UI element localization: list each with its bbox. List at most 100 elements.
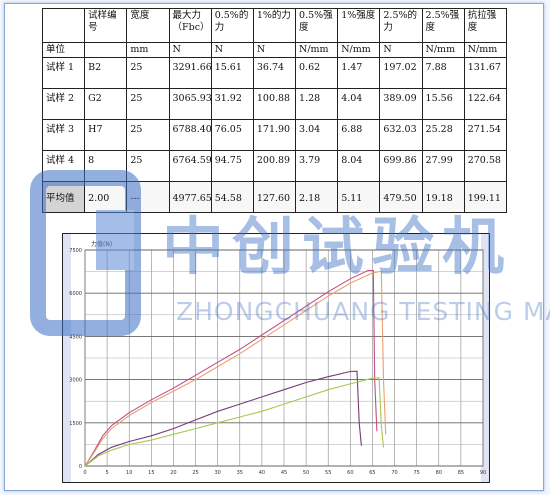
x-tick-label: 20 — [170, 470, 176, 476]
table-cell: 2.18 — [295, 181, 339, 213]
table-cell: 271.54 — [463, 119, 508, 152]
header-cell — [41, 8, 86, 43]
unit-cell: 单位 — [41, 41, 86, 59]
unit-cell: N/mm — [463, 41, 508, 59]
y-tick-label: 7500 — [69, 248, 82, 254]
header-cell: 2.5%强度 — [421, 8, 465, 43]
table-cell: 7.88 — [421, 57, 465, 90]
header-cell: 1%的力 — [252, 8, 297, 43]
table-cell: H7 — [84, 119, 128, 152]
table-cell: 122.64 — [463, 88, 508, 121]
table-cell: 36.74 — [252, 57, 297, 90]
unit-cell: mm — [126, 41, 170, 59]
table-cell: 94.75 — [210, 150, 254, 183]
x-tick-label: 75 — [413, 470, 419, 476]
unit-cell: N — [379, 41, 423, 59]
table-cell: 3065.93 — [168, 88, 212, 121]
y-tick-label: 0 — [79, 464, 82, 470]
unit-cell: N — [210, 41, 254, 59]
x-tick-label: 0 — [83, 470, 86, 476]
table-cell: 8 — [84, 150, 128, 183]
table-cell: 25 — [126, 57, 170, 90]
series-line-3 — [84, 370, 362, 467]
header-cell: 1%强度 — [337, 8, 381, 43]
header-cell: 宽度 — [126, 8, 170, 43]
table-cell: 6.88 — [337, 119, 381, 152]
x-tick-label: 70 — [391, 470, 397, 476]
x-tick-label: 55 — [325, 470, 331, 476]
header-cell: 最大力（Fbc） — [168, 8, 212, 43]
table-cell: 54.58 — [210, 181, 254, 213]
y-tick-label: 1500 — [69, 421, 82, 427]
y-tick-label: 3000 — [69, 378, 82, 384]
table-cell: 76.05 — [210, 119, 254, 152]
table-cell: 200.89 — [252, 150, 297, 183]
table-header-row: 试样编号 宽度 最大力（Fbc） 0.5%的力 1%的力 0.5%强度 1%强度… — [41, 8, 508, 43]
y-unit-label: 力值(N) — [91, 240, 112, 248]
table-average-row: 平均值 2.00 --- 4977.65 54.58 127.60 2.18 5… — [41, 181, 508, 213]
header-cell: 0.5%的力 — [210, 8, 254, 43]
table-row: 试样 1 B2 25 3291.66 15.61 36.74 0.62 1.47… — [41, 57, 508, 90]
table-cell: 4.04 — [337, 88, 381, 121]
results-table-container: 试样编号 宽度 最大力（Fbc） 0.5%的力 1%的力 0.5%强度 1%强度… — [41, 8, 508, 213]
table-cell: 27.99 — [421, 150, 465, 183]
table-cell: 3291.66 — [168, 57, 212, 90]
table-cell: 6788.40 — [168, 119, 212, 152]
table-cell: G2 — [84, 88, 128, 121]
table-cell: 5.11 — [337, 181, 381, 213]
x-tick-label: 90 — [480, 470, 486, 476]
table-cell: 试样 4 — [41, 150, 86, 183]
left-band — [63, 234, 71, 482]
table-row: 试样 3 H7 25 6788.40 76.05 171.90 3.04 6.8… — [41, 119, 508, 152]
unit-cell: N/mm — [421, 41, 465, 59]
x-tick-label: 30 — [214, 470, 220, 476]
table-row: 试样 2 G2 25 3065.93 31.92 100.88 1.28 4.0… — [41, 88, 508, 121]
table-cell: 2.00 — [84, 181, 128, 213]
x-tick-label: 25 — [192, 470, 198, 476]
x-tick-label: 35 — [237, 470, 243, 476]
chart-svg: 0 5 10 15 20 25 30 35 40 45 50 55 60 65 70 75 80 85 90 0 150… — [63, 234, 489, 482]
x-tick-label: 10 — [126, 470, 132, 476]
unit-cell: N/mm — [337, 41, 381, 59]
header-cell: 2.5%的力 — [379, 8, 423, 43]
table-cell: 4977.65 — [168, 181, 212, 213]
x-tick-label: 45 — [281, 470, 287, 476]
table-cell: 131.67 — [463, 57, 508, 90]
average-label-cell: 平均值 — [41, 181, 86, 213]
table-cell: 197.02 — [379, 57, 423, 90]
table-cell: 699.86 — [379, 150, 423, 183]
table-cell: 试样 1 — [41, 57, 86, 90]
table-cell: 25 — [126, 119, 170, 152]
table-cell: --- — [126, 181, 170, 213]
table-cell: 试样 2 — [41, 88, 86, 121]
table-cell: 171.90 — [252, 119, 297, 152]
series-line-2 — [84, 270, 387, 467]
header-cell: 0.5%强度 — [295, 8, 339, 43]
table-cell: 389.09 — [379, 88, 423, 121]
table-cell: 19.18 — [421, 181, 465, 213]
x-tick-label: 5 — [106, 470, 109, 476]
table-cell: 6764.59 — [168, 150, 212, 183]
table-cell: 127.60 — [252, 181, 297, 213]
table-cell: 15.56 — [421, 88, 465, 121]
table-cell: 试样 3 — [41, 119, 86, 152]
x-tick-label: 50 — [303, 470, 309, 476]
x-tick-label: 80 — [436, 470, 442, 476]
table-cell: 25.28 — [421, 119, 465, 152]
x-tick-label: 60 — [347, 470, 353, 476]
table-row: 试样 4 8 25 6764.59 94.75 200.89 3.79 8.04… — [41, 150, 508, 183]
table-cell: 31.92 — [210, 88, 254, 121]
table-cell: 1.47 — [337, 57, 381, 90]
right-band — [481, 234, 489, 482]
table-cell: 8.04 — [337, 150, 381, 183]
table-cell: 270.58 — [463, 150, 508, 183]
results-table: 试样编号 宽度 最大力（Fbc） 0.5%的力 1%的力 0.5%强度 1%强度… — [41, 8, 508, 213]
unit-cell: N — [168, 41, 212, 59]
unit-cell: N — [252, 41, 297, 59]
header-cell: 抗拉强度 — [463, 8, 508, 43]
table-cell: 15.61 — [210, 57, 254, 90]
series-line-4 — [84, 377, 385, 467]
series-line-1 — [84, 269, 378, 467]
x-tick-label: 85 — [458, 470, 464, 476]
table-cell: 479.50 — [379, 181, 423, 213]
